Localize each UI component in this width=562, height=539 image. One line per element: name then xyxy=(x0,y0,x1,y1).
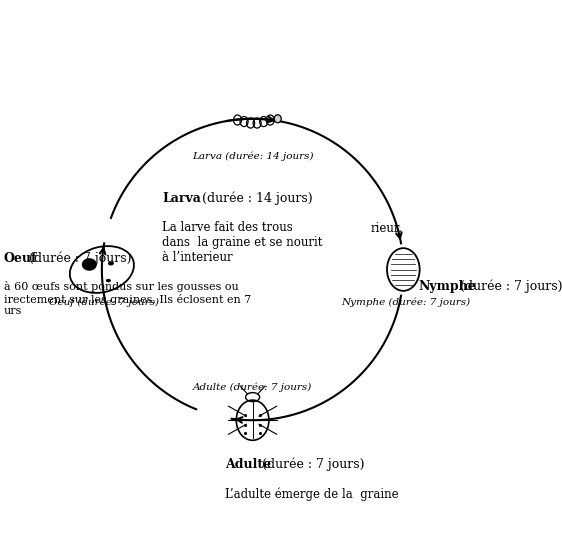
Text: Oeuf: Oeuf xyxy=(4,252,37,265)
Text: Larva: Larva xyxy=(162,192,201,205)
Text: L’adulte émerge de la  graine: L’adulte émerge de la graine xyxy=(225,487,398,501)
Text: Nymphe (durée: 7 jours): Nymphe (durée: 7 jours) xyxy=(341,298,470,307)
Text: rieur.: rieur. xyxy=(371,222,402,235)
Text: (durée : 7 jours): (durée : 7 jours) xyxy=(257,458,364,472)
Text: (durée : 7 jours): (durée : 7 jours) xyxy=(25,252,132,265)
Ellipse shape xyxy=(108,261,114,266)
Ellipse shape xyxy=(274,115,281,123)
Text: Adulte (durée: 7 jours): Adulte (durée: 7 jours) xyxy=(193,383,312,392)
Ellipse shape xyxy=(82,258,97,271)
Text: Nymphe: Nymphe xyxy=(418,280,476,293)
Text: à 60 œufs sont pondus sur les gousses ou
irectement sur les graines. Ils éclosen: à 60 œufs sont pondus sur les gousses ou… xyxy=(4,281,251,316)
Text: La larve fait des trous
dans  la graine et se nourit
à l’interieur: La larve fait des trous dans la graine e… xyxy=(162,221,323,264)
Text: Oeuf (durée: 7 jours): Oeuf (durée: 7 jours) xyxy=(49,298,160,307)
Ellipse shape xyxy=(106,279,111,282)
Text: (durée : 7 jours): (durée : 7 jours) xyxy=(456,280,562,293)
Text: Larva (durée: 14 jours): Larva (durée: 14 jours) xyxy=(192,151,314,161)
Text: Adulte: Adulte xyxy=(225,458,271,471)
Text: (durée : 14 jours): (durée : 14 jours) xyxy=(198,192,313,205)
